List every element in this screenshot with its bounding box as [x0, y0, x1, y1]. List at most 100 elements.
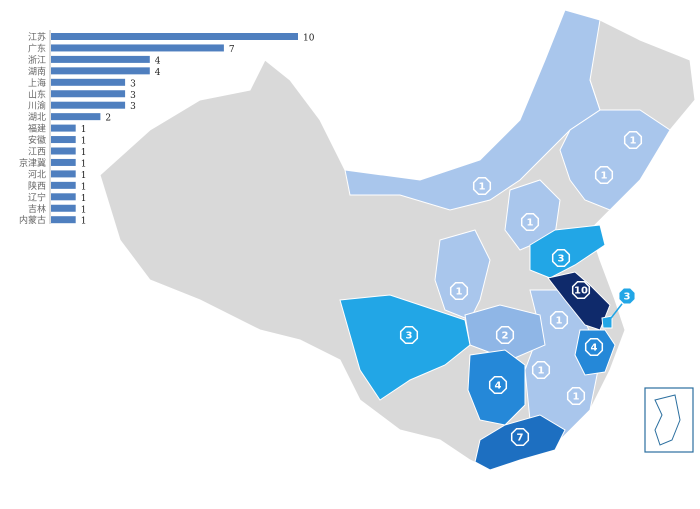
octagon-marker [571, 280, 591, 300]
region-hunan [467, 349, 526, 426]
region-value-badge: 2 [495, 325, 515, 345]
data-label: 1 [81, 182, 87, 192]
bar-chart: 江苏 10 广东 7 浙江 4 湖南 4 上海 3 山东 3 川渝 3 湖北 2 福建 1 安徽 1 江西 1 京津冀 1 河北… [19, 30, 315, 227]
tick-label: 陕西 [28, 180, 46, 192]
region-shandong [529, 224, 606, 279]
tick-label: 江西 [28, 147, 46, 158]
bar [51, 33, 298, 40]
badge-value: 3 [406, 331, 413, 342]
region-value-badge: 4 [584, 337, 604, 357]
data-label: 3 [130, 102, 136, 112]
region-value-badge: 1 [472, 176, 492, 196]
region-shaanxi [434, 229, 491, 321]
badge-value: 1 [573, 392, 580, 403]
tick-label: 川渝 [28, 100, 46, 112]
badge-value: 7 [517, 433, 524, 444]
bar [51, 78, 126, 86]
tick-label: 辽宁 [28, 191, 46, 203]
tick-label: 山东 [28, 88, 46, 100]
bar [51, 90, 126, 98]
data-label: 1 [81, 205, 87, 215]
region-northeast [559, 79, 671, 211]
region-value-badge: 1 [566, 386, 586, 406]
region-zhejiang [574, 329, 616, 376]
badge-value: 3 [624, 292, 631, 303]
octagon-marker [488, 375, 508, 395]
region-value-badge: 1 [623, 130, 643, 150]
bar [51, 113, 101, 121]
badge-value: 1 [630, 136, 637, 147]
octagon-marker [551, 248, 571, 268]
bar [51, 136, 76, 144]
octagon-marker [520, 212, 540, 232]
badge-value: 1 [556, 316, 563, 327]
tick-label: 内蒙古 [19, 214, 46, 226]
data-label: 3 [130, 79, 136, 89]
bar [51, 147, 76, 155]
inset-outline [654, 394, 681, 446]
south-china-sea-inset [644, 387, 694, 453]
bar [51, 101, 126, 109]
region-value-badge: 3 [617, 286, 637, 306]
region-value-badge: 1 [449, 281, 469, 301]
data-label: 10 [303, 34, 315, 44]
data-label: 1 [81, 137, 87, 147]
octagon-marker [472, 176, 492, 196]
octagon-marker [584, 337, 604, 357]
region-value-badge: 3 [399, 325, 419, 345]
badge-value: 1 [527, 218, 534, 229]
octagon-marker [594, 165, 614, 185]
tick-label: 江苏 [28, 31, 46, 43]
tick-label: 浙江 [28, 54, 46, 66]
bar [51, 158, 76, 166]
data-label: 7 [229, 45, 235, 55]
bar [51, 124, 76, 132]
region-value-badge: 1 [531, 360, 551, 380]
region-value-badge: 1 [520, 212, 540, 232]
tick-label: 吉林 [28, 203, 46, 215]
octagon-marker [399, 325, 419, 345]
octagon-marker [549, 310, 569, 330]
bar [51, 170, 76, 178]
badge-value: 1 [601, 171, 608, 182]
tick-label: 安徽 [28, 134, 46, 146]
data-label: 1 [81, 194, 87, 204]
octagon-marker [566, 386, 586, 406]
bar [51, 55, 150, 63]
tick-label: 河北 [28, 168, 46, 180]
region-guangdong [474, 414, 566, 471]
data-label: 1 [81, 217, 87, 227]
bar [51, 44, 224, 52]
tick-label: 福建 [28, 123, 46, 135]
data-label: 1 [81, 171, 87, 181]
bar [51, 181, 76, 189]
region-value-badge: 7 [510, 427, 530, 447]
data-label: 4 [155, 68, 161, 78]
badge-value: 3 [558, 254, 565, 265]
bar [51, 193, 76, 201]
region-chuanyu [339, 294, 471, 401]
data-label: 1 [81, 125, 87, 135]
badge-value: 1 [479, 182, 486, 193]
octagon-marker [495, 325, 515, 345]
region-value-badge: 1 [549, 310, 569, 330]
data-label: 3 [130, 91, 136, 101]
bar [51, 216, 76, 224]
tick-label: 京津冀 [19, 157, 46, 169]
bar [51, 204, 76, 212]
data-label: 1 [81, 148, 87, 158]
badge-value: 1 [538, 366, 545, 377]
data-label: 4 [155, 56, 161, 66]
octagon-marker [449, 281, 469, 301]
badge-value: 10 [574, 286, 588, 297]
badge-value: 1 [456, 287, 463, 298]
tick-label: 湖北 [28, 112, 46, 123]
octagon-marker [510, 427, 530, 447]
data-label: 2 [105, 114, 111, 124]
octagon-marker [623, 130, 643, 150]
badge-value: 2 [502, 331, 509, 342]
octagon-marker [617, 286, 637, 306]
badge-value: 4 [591, 343, 598, 354]
